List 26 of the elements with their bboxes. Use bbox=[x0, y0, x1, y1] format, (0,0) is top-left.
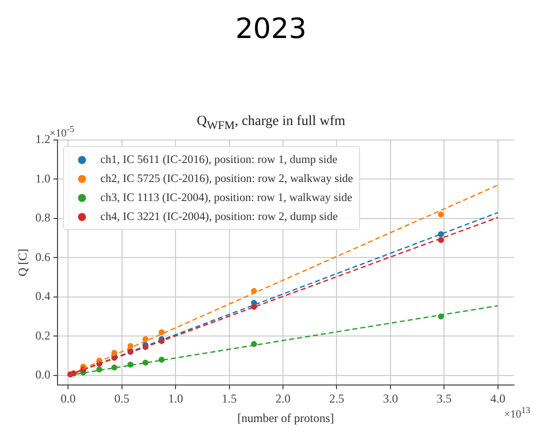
x-tick-label: 2.5 bbox=[329, 392, 344, 406]
y-tick-label: 0.6 bbox=[35, 250, 50, 264]
legend-label: ch2, IC 5725 (IC-2016), position: row 2, walkway side bbox=[100, 172, 354, 184]
legend-label: ch1, IC 5611 (IC-2016), position: row 1, dump side bbox=[100, 154, 338, 166]
text: ×10$^{13}$ bbox=[504, 405, 530, 421]
chart-title: 2023 bbox=[234, 12, 308, 45]
y-tick-label: 0.2 bbox=[35, 328, 50, 342]
legend-label: ch3, IC 1113 (IC-2004), position: row 1, walkway side bbox=[100, 192, 352, 204]
x-tick-label: 1.5 bbox=[222, 392, 237, 406]
x-tick-label: 4.0 bbox=[490, 392, 506, 406]
y-tick-label: 0.4 bbox=[35, 289, 50, 304]
y-tick-label: 1.0 bbox=[35, 171, 50, 186]
y-tick-label: 0.8 bbox=[35, 210, 50, 225]
legend-label: ch4, IC 3221 (IC-2004), position: row 2, dump side bbox=[100, 210, 338, 222]
x-tick-label: 0.0 bbox=[60, 392, 76, 406]
x-tick-label: 2.0 bbox=[276, 392, 291, 406]
x-tick-label: 0.5 bbox=[114, 392, 130, 406]
y-tick-label: 0.0 bbox=[35, 368, 50, 382]
x-tick-label: 3.5 bbox=[436, 392, 452, 406]
chart-subtitle: Q$_{WFM}$, charge in full wfm bbox=[196, 114, 346, 132]
y-tick-label: 1.2 bbox=[35, 132, 50, 146]
text: ×10$^{-5}$ bbox=[49, 124, 74, 140]
x-axis-title: [number of protons] bbox=[237, 410, 334, 425]
x-tick-label: 3.0 bbox=[382, 392, 398, 406]
y-axis-title: Q [C] bbox=[15, 248, 30, 276]
x-tick-label: 1.0 bbox=[168, 392, 184, 406]
